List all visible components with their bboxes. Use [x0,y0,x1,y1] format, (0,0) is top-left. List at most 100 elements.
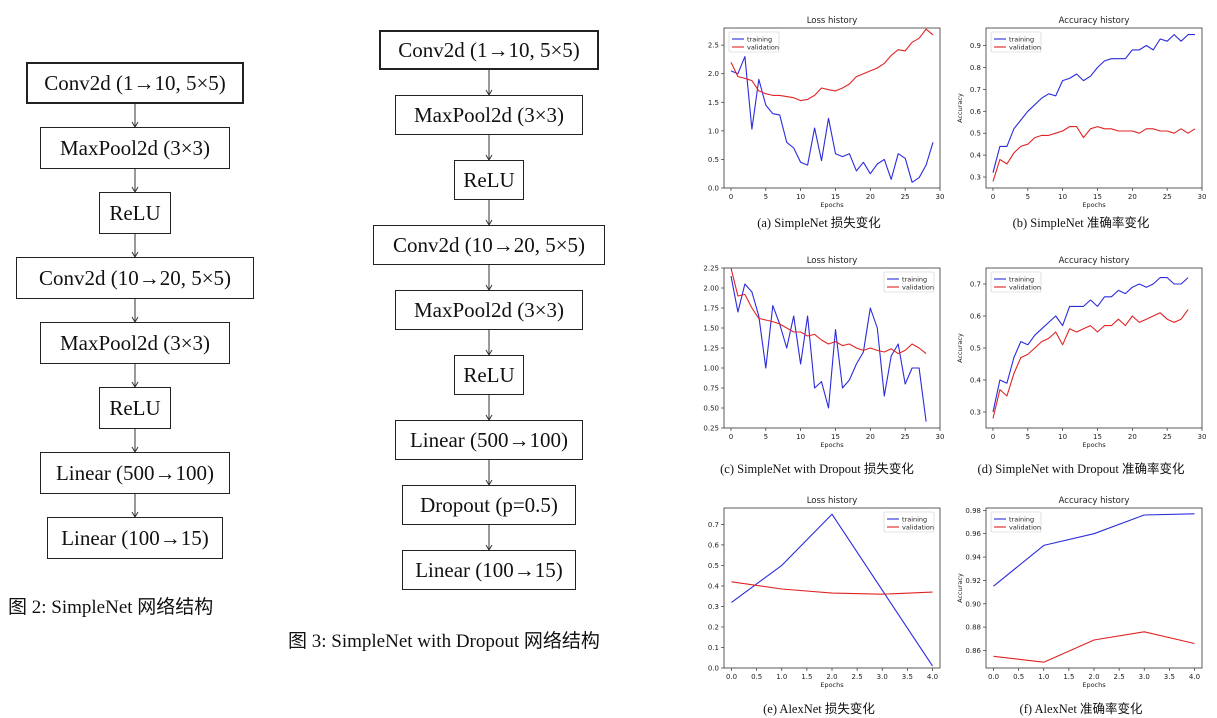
plot-a-xtick-label: 10 [796,193,805,201]
plot-f-title: Accuracy history [1059,496,1130,506]
plot-c-title: Loss history [807,256,858,266]
plot-c-ytick-label: 1.75 [703,305,719,313]
plot-d-series-training [992,277,1189,413]
plot-b-xtick-label: 25 [1163,193,1172,201]
figure-2-flowchart: Conv2d (1→10, 5×5) MaxPool2d (3×3) ReLU Con… [16,62,263,572]
plot-b-title: Accuracy history [1059,16,1130,26]
figure-2-caption: 图 2: SimpleNet 网络结构 [8,597,214,618]
plot-b-legend-label-training: training [1009,35,1034,43]
plot-f-alexnet-accuracy: Accuracy history 0.0 0.5 1.0 1.5 2.0 2.5 3.0 3.5… [950,490,1212,690]
plot-a-xlabel: Epochs [820,201,844,209]
plot-f-ytick-label: 0.96 [965,530,981,538]
plot-a-svg: Loss history 0 5 10 15 20 25 30 0.0 0.5 1.0 1.5 2.0 2… [708,16,945,209]
plot-d-ytick-label: 0.6 [970,313,982,321]
plot-e-xtick-label: 3.0 [877,673,888,681]
plot-e-ytick-label: 0.1 [708,644,719,652]
plot-e-xtick-label: 0.5 [751,673,762,681]
fig3-layer-6: ReLU [454,355,524,395]
plot-b-xtick-label: 0 [991,193,995,201]
plot-e-alexnet-loss: Loss history 0.0 0.5 1.0 1.5 2.0 2.5 3.0 3.5 4.0 0… [688,490,950,690]
plot-d-xtick-label: 5 [1026,433,1030,441]
plot-f-xtick-label: 2.5 [1114,673,1125,681]
plot-c-xlabel: Epochs [820,441,844,449]
plot-b-xlabel: Epochs [1082,201,1106,209]
plot-a-simplenet-loss: Loss history 0 5 10 15 20 25 30 0.0 0.5 1.0 1.5 2.0 2… [688,10,950,210]
plot-f-xtick-label: 0.5 [1013,673,1024,681]
plot-e-xtick-label: 1.0 [776,673,787,681]
plot-c-frame [723,267,941,429]
plot-f-frame [985,507,1203,669]
plot-e-xtick-label: 3.5 [902,673,913,681]
plot-e-legend-label-validation: validation [902,523,934,531]
fig2-layer-1: Conv2d (1→10, 5×5) [26,62,244,104]
plot-c-svg: Loss history 0 5 10 15 20 25 30 0.25 0.50 0.75 1.00… [703,256,944,449]
plot-c-ytick-label: 0.50 [703,405,719,413]
plot-b-xtick-label: 30 [1198,193,1207,201]
plot-c-xtick-label: 0 [729,433,733,441]
plot-f-ytick-label: 0.90 [965,600,981,608]
plot-b-series-validation [992,126,1196,182]
plot-e-xtick-label: 0.0 [726,673,737,681]
plot-c-ytick-label: 1.50 [703,325,719,333]
plot-f-xtick-label: 2.0 [1088,673,1099,681]
plot-a-xtick-label: 15 [831,193,840,201]
plot-d-series-validation [992,309,1189,419]
plot-d-xtick-label: 15 [1093,433,1102,441]
plot-f-series-validation [993,631,1195,663]
plot-b-ytick-label: 0.3 [970,174,981,182]
plot-c-xtick-label: 25 [901,433,910,441]
caption-f: (f) AlexNet 准确率变化 [1019,702,1143,716]
plot-e-ytick-label: 0.5 [708,562,719,570]
plot-e-xlabel: Epochs [820,681,844,689]
plot-d-xtick-label: 30 [1198,433,1207,441]
plot-a-legend-label-validation: validation [747,43,779,51]
plot-c-ytick-label: 1.25 [703,345,719,353]
caption-a: (a) SimpleNet 损失变化 [757,216,881,230]
plot-b-svg: Accuracy history 0 5 10 15 20 25 30 0.3 0.4 0.5 0.6… [956,16,1207,209]
plot-c-ytick-label: 0.25 [703,425,719,433]
plot-a-ytick-label: 0.5 [708,156,719,164]
plot-b-ytick-label: 0.9 [970,42,981,50]
plot-e-series-validation [731,581,933,595]
plot-a-ytick-label: 0.0 [708,185,719,193]
plot-a-xtick-label: 30 [936,193,945,201]
plot-f-ytick-label: 0.92 [965,577,981,585]
plot-f-xtick-label: 1.0 [1038,673,1049,681]
plot-f-ytick-label: 0.86 [965,647,981,655]
plot-b-xtick-label: 20 [1128,193,1137,201]
caption-c: (c) SimpleNet with Dropout 损失变化 [720,462,914,476]
plot-d-legend-label-validation: validation [1009,283,1041,291]
plot-e-series-training [731,513,933,667]
plot-e-svg: Loss history 0.0 0.5 1.0 1.5 2.0 2.5 3.0 3.5 4.0 0… [708,496,941,689]
plot-e-xtick-label: 1.5 [801,673,812,681]
plot-f-series-training [993,513,1195,587]
plot-e-ytick-label: 0.3 [708,603,719,611]
plot-f-xlabel: Epochs [1082,681,1106,689]
plot-b-ytick-label: 0.7 [970,86,981,94]
plot-c-legend-label-training: training [902,275,927,283]
plot-e-ytick-label: 0.4 [708,582,720,590]
fig3-layer-3: ReLU [454,160,524,200]
plot-f-xtick-label: 0.0 [988,673,999,681]
plot-d-legend-label-training: training [1009,275,1034,283]
plot-a-ytick-label: 1.5 [708,99,719,107]
fig2-layer-8: Linear (100→15) [47,517,223,559]
fig2-layer-6: ReLU [99,387,171,429]
figure-3-caption: 图 3: SimpleNet with Dropout 网络结构 [288,631,600,652]
plot-e-xtick-label: 2.5 [852,673,863,681]
plot-d-ytick-label: 0.7 [970,281,981,289]
plot-b-simplenet-accuracy: Accuracy history 0 5 10 15 20 25 30 0.3 0.4 0.5 0.6… [950,10,1212,210]
plot-e-ytick-label: 0.7 [708,521,719,529]
plot-b-legend-label-validation: validation [1009,43,1041,51]
plot-c-ytick-label: 1.00 [703,365,719,373]
plot-d-ytick-label: 0.4 [970,377,982,385]
plot-f-xtick-label: 3.5 [1164,673,1175,681]
plot-a-ytick-label: 2.0 [708,70,719,78]
fig2-layer-2: MaxPool2d (3×3) [40,127,230,169]
plot-c-ytick-label: 2.25 [703,265,719,273]
plot-d-frame [985,267,1203,429]
plot-d-svg: Accuracy history 0 5 10 15 20 25 30 0.3 0.4 0.5 0.6… [956,256,1207,449]
plot-d-ytick-label: 0.3 [970,409,981,417]
plot-c-xtick-label: 15 [831,433,840,441]
fig3-layer-2: MaxPool2d (3×3) [395,95,583,135]
